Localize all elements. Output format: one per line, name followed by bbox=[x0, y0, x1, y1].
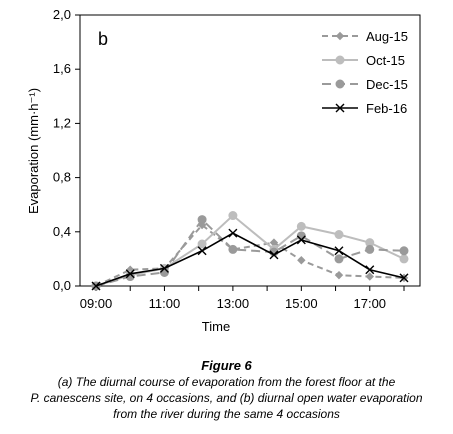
y-tick-label: 1,6 bbox=[53, 61, 71, 76]
data-point bbox=[335, 79, 345, 89]
data-point bbox=[335, 31, 345, 41]
data-point bbox=[228, 211, 238, 221]
legend-item: Dec-15 bbox=[322, 77, 408, 92]
data-point bbox=[365, 272, 374, 281]
legend-label: Feb-16 bbox=[366, 101, 407, 116]
legend-item: Aug-15 bbox=[322, 29, 408, 44]
y-tick-label: 0,8 bbox=[53, 170, 71, 185]
data-point bbox=[399, 246, 409, 256]
legend-label: Dec-15 bbox=[366, 77, 408, 92]
y-tick-label: 2,0 bbox=[53, 7, 71, 22]
legend: Aug-15 Oct-15 Dec-15 Feb-16 bbox=[322, 29, 408, 116]
data-point bbox=[159, 267, 169, 277]
series-line bbox=[95, 218, 405, 287]
legend-label: Aug-15 bbox=[366, 29, 408, 44]
figure-caption: Figure 6 (a) The diurnal course of evapo… bbox=[0, 358, 453, 422]
data-point bbox=[334, 270, 344, 280]
series-oct-15 bbox=[91, 211, 409, 291]
marker-stroke bbox=[91, 281, 101, 291]
data-point bbox=[365, 244, 375, 254]
evaporation-chart: 0,0 0,4 0,8 1,2 1,6 2,0 09:00 11:00 13:00 15:00 1… bbox=[26, 7, 421, 334]
data-point bbox=[228, 244, 238, 254]
marker-stroke bbox=[125, 269, 135, 279]
data-point bbox=[296, 221, 306, 231]
x-tick-label: 09:00 bbox=[80, 296, 113, 311]
data-point bbox=[334, 230, 344, 240]
caption-line: P. canescens site, on 4 occasions, and (… bbox=[30, 391, 423, 405]
series-feb-16 bbox=[91, 228, 409, 291]
data-point bbox=[228, 228, 238, 238]
figure-title: Figure 6 bbox=[201, 358, 252, 373]
legend-item: Oct-15 bbox=[322, 53, 405, 68]
data-point bbox=[335, 103, 345, 113]
x-tick-label: 13:00 bbox=[217, 296, 250, 311]
marker-stroke bbox=[365, 265, 375, 275]
marker-stroke bbox=[228, 228, 238, 238]
y-axis-ticks: 0,0 0,4 0,8 1,2 1,6 2,0 bbox=[53, 7, 80, 293]
series-layer bbox=[91, 211, 409, 291]
data-point bbox=[197, 239, 207, 249]
data-point bbox=[335, 55, 345, 65]
marker-stroke bbox=[296, 235, 306, 245]
x-tick-label: 15:00 bbox=[285, 296, 318, 311]
y-tick-label: 1,2 bbox=[53, 115, 71, 130]
panel-label: b bbox=[98, 29, 108, 49]
marker-stroke bbox=[159, 263, 169, 273]
data-point bbox=[399, 254, 409, 264]
marker-stroke bbox=[197, 246, 207, 256]
data-point bbox=[91, 281, 101, 291]
data-point bbox=[399, 273, 409, 283]
data-point bbox=[159, 263, 169, 273]
x-axis-title: Time bbox=[202, 319, 230, 334]
y-tick-label: 0,4 bbox=[53, 224, 71, 239]
data-point bbox=[297, 256, 306, 265]
data-point bbox=[197, 215, 207, 225]
plot-area bbox=[79, 14, 421, 287]
series-dec-15 bbox=[91, 215, 409, 291]
data-point bbox=[125, 269, 135, 279]
series-line bbox=[95, 232, 405, 287]
data-point bbox=[334, 246, 344, 256]
x-tick-label: 11:00 bbox=[149, 296, 181, 311]
marker-stroke bbox=[399, 273, 409, 283]
y-tick-label: 0,0 bbox=[53, 278, 71, 293]
legend-label: Oct-15 bbox=[366, 53, 405, 68]
x-tick-label: 17:00 bbox=[354, 296, 387, 311]
series-line bbox=[95, 223, 405, 287]
caption-line: from the river during the same 4 occasio… bbox=[113, 407, 340, 421]
data-point bbox=[296, 231, 306, 241]
y-axis-title: Evaporation (mm·h⁻¹) bbox=[26, 88, 41, 214]
legend-item: Feb-16 bbox=[322, 101, 407, 116]
series-aug-15 bbox=[91, 220, 409, 291]
data-point bbox=[197, 246, 207, 256]
plot-border bbox=[79, 14, 421, 287]
data-point bbox=[269, 250, 279, 260]
caption-line: (a) The diurnal course of evaporation fr… bbox=[57, 375, 396, 389]
data-point bbox=[296, 235, 306, 245]
marker-stroke bbox=[335, 103, 345, 113]
data-point bbox=[365, 265, 375, 275]
data-point bbox=[334, 254, 344, 264]
marker-stroke bbox=[334, 246, 344, 256]
marker-stroke bbox=[269, 250, 279, 260]
x-axis-ticks: 09:00 11:00 13:00 15:00 17:00 bbox=[80, 286, 405, 311]
